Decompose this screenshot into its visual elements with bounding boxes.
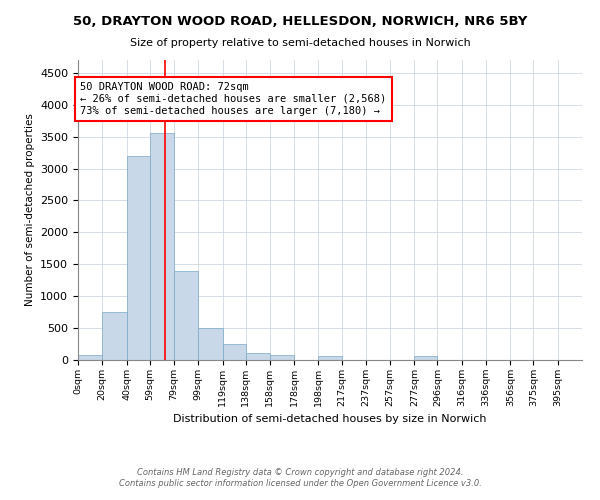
Bar xyxy=(270,355,294,360)
Bar xyxy=(127,156,149,360)
Text: 50, DRAYTON WOOD ROAD, HELLESDON, NORWICH, NR6 5BY: 50, DRAYTON WOOD ROAD, HELLESDON, NORWIC… xyxy=(73,15,527,28)
Text: Size of property relative to semi-detached houses in Norwich: Size of property relative to semi-detach… xyxy=(130,38,470,48)
Bar xyxy=(78,355,102,360)
Bar xyxy=(174,270,198,360)
Text: 50 DRAYTON WOOD ROAD: 72sqm
← 26% of semi-detached houses are smaller (2,568)
73: 50 DRAYTON WOOD ROAD: 72sqm ← 26% of sem… xyxy=(80,82,386,116)
Bar xyxy=(245,353,270,360)
Y-axis label: Number of semi-detached properties: Number of semi-detached properties xyxy=(25,114,35,306)
Bar xyxy=(319,356,341,360)
X-axis label: Distribution of semi-detached houses by size in Norwich: Distribution of semi-detached houses by … xyxy=(173,414,487,424)
Text: Contains HM Land Registry data © Crown copyright and database right 2024.
Contai: Contains HM Land Registry data © Crown c… xyxy=(119,468,481,487)
Bar xyxy=(198,328,223,360)
Bar xyxy=(149,134,174,360)
Bar xyxy=(415,356,437,360)
Bar xyxy=(102,312,127,360)
Bar xyxy=(223,344,245,360)
